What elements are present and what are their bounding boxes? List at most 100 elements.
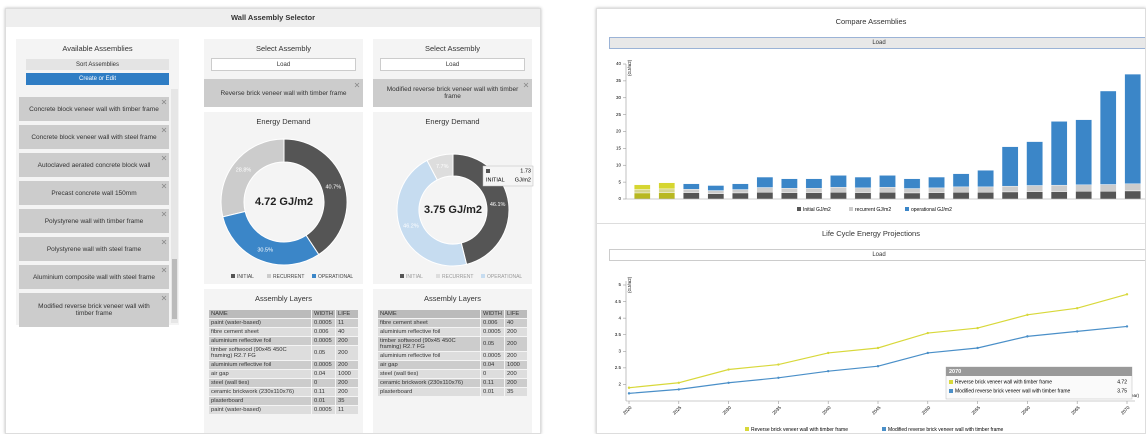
close-icon[interactable] bbox=[161, 295, 167, 301]
scroll-thumb[interactable] bbox=[172, 259, 177, 319]
assembly-item[interactable]: Aluminium composite wall with steel fram… bbox=[19, 265, 169, 289]
scrollbar[interactable] bbox=[171, 89, 178, 323]
table-row: steel (wall ties) 0 200 bbox=[208, 378, 359, 388]
panel-title: Assembly Layers bbox=[423, 294, 482, 303]
load-button[interactable]: Load bbox=[211, 58, 356, 71]
close-glyph bbox=[161, 295, 167, 301]
close-icon[interactable] bbox=[161, 239, 167, 245]
bar-segment bbox=[952, 192, 970, 200]
close-icon[interactable] bbox=[161, 267, 167, 273]
close-glyph bbox=[161, 211, 167, 217]
tooltip-swatch bbox=[486, 169, 490, 173]
assembly-item[interactable]: Modified reverse brick veneer wall with … bbox=[19, 293, 169, 327]
x-tick-label: 2050 bbox=[921, 405, 932, 416]
table-cell: 11 bbox=[335, 405, 359, 415]
window-title: Wall Assembly Selector bbox=[6, 9, 540, 27]
tooltip-value: 3.75 bbox=[1117, 388, 1127, 394]
table-cell: 200 bbox=[335, 378, 359, 388]
series-point bbox=[727, 381, 730, 384]
table-cell: 0.0005 bbox=[311, 336, 336, 346]
tooltip-swatch bbox=[949, 389, 953, 393]
selected-assembly: Modified reverse brick veneer wall with … bbox=[373, 79, 532, 107]
table-row: fibre cement sheet 0.006 40 bbox=[208, 327, 359, 337]
legend-swatch bbox=[882, 427, 886, 431]
load-button[interactable]: Load bbox=[609, 37, 1145, 49]
donut-slice bbox=[220, 138, 285, 218]
table-cell: 0.04 bbox=[311, 369, 336, 379]
bar-segment bbox=[756, 192, 774, 200]
table-row: paint (water-based) 0.0005 11 bbox=[208, 318, 359, 328]
table-cell: 40 bbox=[335, 327, 359, 337]
load-button[interactable]: Load bbox=[380, 58, 525, 71]
header-cell: LIFE bbox=[504, 309, 528, 319]
table-cell: paint (water-based) bbox=[208, 318, 312, 328]
table-cell: 200 bbox=[504, 336, 528, 352]
x-tick-label: 2070 bbox=[1120, 405, 1131, 416]
table-cell: paint (water-based) bbox=[208, 405, 312, 415]
panel-title: Assembly Layers bbox=[254, 294, 313, 303]
legend-swatch bbox=[312, 274, 316, 278]
bar-segment bbox=[952, 186, 970, 193]
assembly-item[interactable]: Polystyrene wall with steel frame bbox=[19, 237, 169, 261]
bar-segment bbox=[1001, 191, 1019, 200]
assembly-item[interactable]: Autoclaved aerated concrete block wall bbox=[19, 153, 169, 177]
bar-segment bbox=[707, 190, 725, 194]
slice-label: 46.2% bbox=[403, 223, 419, 229]
sort-button[interactable]: Sort Assemblies bbox=[26, 59, 169, 70]
close-icon[interactable] bbox=[161, 99, 167, 105]
tooltip-title: 2070 bbox=[949, 369, 961, 375]
tooltip: 2070 Reverse brick veneer wall with timbe… bbox=[945, 366, 1133, 400]
legend-label: OPERATIONAL bbox=[487, 274, 522, 280]
assembly-item[interactable]: Precast concrete wall 150mm bbox=[19, 181, 169, 205]
close-icon[interactable] bbox=[523, 82, 529, 88]
close-icon[interactable] bbox=[161, 211, 167, 217]
tooltip: 1.73 INITIAL GJ/m2 bbox=[482, 165, 534, 187]
bar-segment bbox=[1026, 185, 1043, 192]
table-row: plasterboard 0.01 35 bbox=[208, 396, 359, 406]
tooltip-box bbox=[482, 165, 534, 187]
y-tick-label: 15 bbox=[616, 146, 622, 151]
close-glyph bbox=[161, 99, 167, 105]
bar-segment bbox=[928, 176, 945, 189]
series-point bbox=[926, 351, 929, 355]
panel-title: Select Assembly bbox=[424, 44, 481, 53]
bar-segment bbox=[1099, 184, 1117, 192]
close-icon[interactable] bbox=[161, 155, 167, 161]
assembly-column: Select Assembly Load Reverse brick veneer … bbox=[204, 9, 369, 433]
bar-segment bbox=[805, 178, 823, 189]
load-button[interactable]: Load bbox=[609, 249, 1145, 261]
table-cell: 0.0005 bbox=[480, 351, 505, 361]
bar-segment bbox=[732, 192, 749, 200]
slice-label: 46.1% bbox=[490, 202, 506, 208]
table-row: timber softwood (90x45 450C framing) R2.… bbox=[208, 345, 359, 361]
y-tick-label: 4 bbox=[618, 315, 621, 320]
slice-label: 30.5% bbox=[257, 247, 273, 253]
table-cell: 0.0005 bbox=[480, 327, 505, 337]
layers-panel: Assembly Layers NAME WIDTH LIFE fibre cement… bbox=[373, 289, 532, 433]
close-icon[interactable] bbox=[161, 127, 167, 133]
bar-segment bbox=[830, 186, 847, 193]
series-point bbox=[976, 326, 979, 330]
bar-segment bbox=[633, 189, 651, 194]
table-cell: ceramic brickwork (230x110x76) bbox=[377, 378, 481, 388]
donut-slice bbox=[222, 210, 320, 266]
y-tick-label: 20 bbox=[616, 129, 622, 134]
bar-segment bbox=[903, 192, 921, 200]
bar-segment bbox=[1075, 184, 1092, 192]
create-button[interactable]: Create or Edit bbox=[26, 73, 169, 85]
assembly-item[interactable]: Concrete block veneer wall with timber f… bbox=[19, 97, 169, 121]
table-cell: plasterboard bbox=[377, 387, 481, 397]
close-icon[interactable] bbox=[354, 82, 360, 88]
y-tick-label: 0 bbox=[618, 196, 621, 201]
assembly-item[interactable]: Concrete block veneer wall with steel fr… bbox=[19, 125, 169, 149]
tooltip-header bbox=[946, 367, 1132, 376]
assembly-item[interactable]: Polystyrene wall with timber frame bbox=[19, 209, 169, 233]
assembly-column: Select Assembly Load Modified reverse bric… bbox=[373, 9, 538, 433]
y-tick-label: 2.5 bbox=[615, 365, 622, 370]
table-cell: timber softwood (90x45 450C framing) R2.… bbox=[377, 336, 481, 352]
bar-segment bbox=[1099, 191, 1117, 200]
table-cell: 200 bbox=[504, 369, 528, 379]
bar-segment bbox=[1124, 73, 1142, 185]
close-icon[interactable] bbox=[161, 183, 167, 189]
legend-label: Reverse brick veneer wall with timber fr… bbox=[751, 427, 848, 433]
